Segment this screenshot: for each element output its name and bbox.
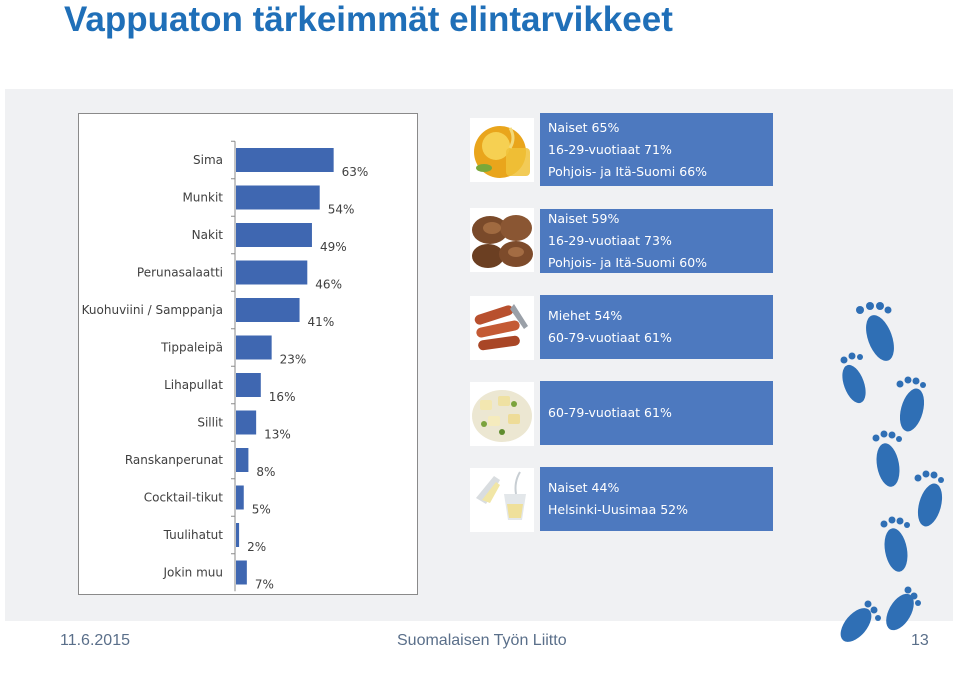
info-line: Naiset 44% (548, 480, 620, 495)
value-label: 2% (247, 540, 266, 554)
bar (236, 223, 312, 247)
category-label: Lihapullat (164, 378, 223, 392)
bar (236, 560, 247, 585)
champagne-glasses-image (470, 468, 534, 532)
footer-date: 11.6.2015 (60, 632, 130, 649)
category-label: Sima (193, 153, 223, 167)
category-label: Sillit (197, 416, 223, 430)
value-label: 16% (269, 390, 296, 404)
info-line: Pohjois- ja Itä-Suomi 66% (548, 163, 708, 179)
doughnuts-image (470, 208, 534, 272)
bar (236, 148, 334, 172)
bar (236, 335, 272, 360)
info-line: 16-29-vuotiaat 71% (548, 141, 672, 157)
page-number: 13 (911, 632, 929, 649)
bar (236, 373, 261, 397)
category-label: Ranskanperunat (125, 453, 223, 467)
bar (236, 410, 257, 435)
value-label: 7% (255, 578, 274, 592)
sausages-image (470, 296, 534, 360)
slide-title: Vappuaton tärkeimmät elintarvikkeet (64, 0, 673, 39)
honey-jar-image (470, 118, 534, 182)
info-line: 60-79-vuotiaat 61% (548, 330, 672, 345)
value-label: 63% (342, 165, 369, 179)
bar (236, 523, 240, 547)
info-box-kuohuviini: Naiset 44% Helsinki-Uusimaa 52% (540, 467, 773, 531)
info-line: Miehet 54% (548, 308, 623, 323)
footprint-icon (840, 302, 944, 642)
value-label: 41% (308, 315, 335, 329)
category-label: Jokin muu (163, 566, 223, 580)
bar (236, 260, 308, 285)
info-line: Naiset 59% (548, 211, 620, 226)
bar (236, 485, 244, 510)
info-box-munkit: Naiset 59% 16-29-vuotiaat 73% Pohjois- j… (540, 209, 773, 273)
category-label: Tippaleipä (160, 341, 223, 355)
info-line: 16-29-vuotiaat 73% (548, 233, 672, 248)
category-label: Nakit (192, 228, 224, 242)
value-label: 54% (328, 203, 355, 217)
value-label: 8% (256, 465, 275, 479)
info-line: 60-79-vuotiaat 61% (548, 405, 672, 420)
info-box-perunasalaatti: 60-79-vuotiaat 61% (540, 381, 773, 445)
potato-salad-image (470, 382, 534, 446)
footer-organization: Suomalaisen Työn Liitto (397, 632, 567, 649)
category-label: Tuulihatut (163, 528, 224, 542)
category-label: Kuohuviini / Samppanja (82, 303, 223, 317)
info-box-sima: Naiset 65% 16-29-vuotiaat 71% Pohjois- j… (540, 113, 773, 186)
bar (236, 185, 320, 210)
value-label: 13% (264, 428, 291, 442)
value-label: 49% (320, 240, 347, 254)
bar (236, 298, 300, 322)
value-label: 5% (252, 503, 271, 517)
category-label: Munkit (182, 191, 223, 205)
info-box-nakit: Miehet 54% 60-79-vuotiaat 61% (540, 295, 773, 359)
info-line: Helsinki-Uusimaa 52% (548, 502, 689, 517)
bar (236, 448, 249, 472)
category-label: Cocktail-tikut (144, 491, 224, 505)
bar-chart: Sima 63% Munkit 54% Nakit 49% Perunasalaatti 46… (82, 140, 369, 592)
bar-chart-box: Sima 63% Munkit 54% Nakit 49% Perunasalaatti 46… (78, 113, 418, 595)
info-line: Naiset 65% (548, 119, 620, 135)
value-label: 46% (315, 278, 342, 292)
info-line: Pohjois- ja Itä-Suomi 60% (548, 255, 708, 270)
value-label: 23% (280, 353, 307, 367)
category-label: Perunasalaatti (137, 266, 223, 280)
